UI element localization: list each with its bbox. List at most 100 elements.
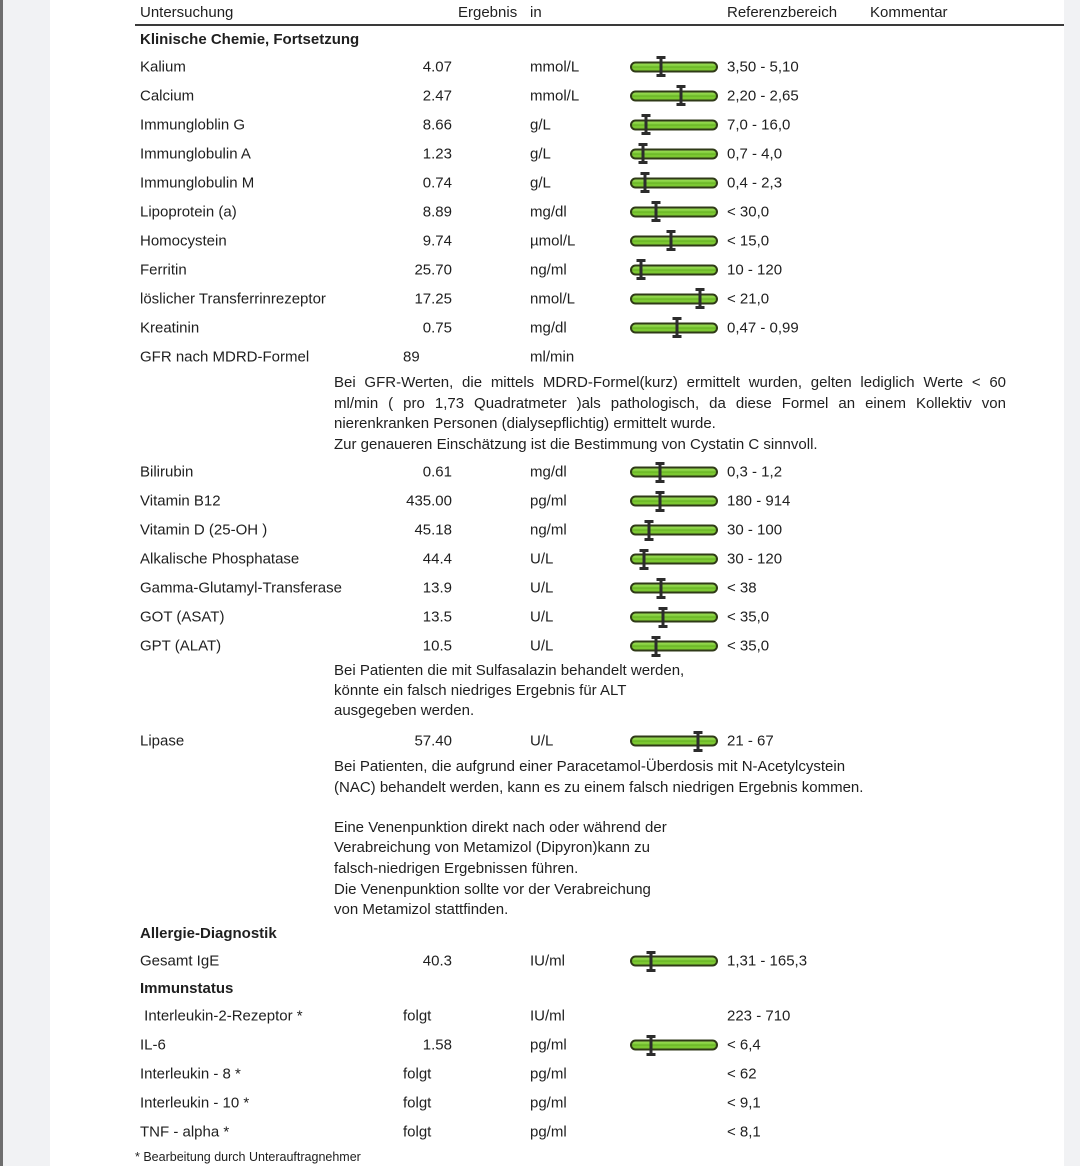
result-value: 45.18 [414, 521, 452, 539]
note-line: von Metamizol stattfinden. [334, 901, 509, 919]
test-name: Interleukin - 8 * [140, 1065, 241, 1083]
test-name: Alkalische Phosphatase [140, 550, 300, 568]
range-bar-pill [630, 582, 718, 594]
value-position-marker-icon [693, 730, 703, 752]
column-header-in: in [530, 4, 542, 21]
value-position-marker-icon [640, 172, 650, 193]
test-name: Immunglobulin M [140, 174, 255, 191]
test-name: GOT (ASAT) [140, 608, 225, 626]
note-line: Eine Venenpunktion direkt nach oder währ… [334, 818, 667, 836]
result-row: TNF - alpha * folgt pg/ml < 8,1 [140, 1118, 1064, 1147]
result-value: 13.9 [422, 579, 452, 597]
reference-range-bar [630, 635, 718, 657]
reference-range-bar [630, 730, 718, 752]
column-header-ergebnis: Ergebnis [458, 4, 518, 21]
test-name: Interleukin - 10 * [140, 1094, 250, 1112]
test-name: Homocystein [140, 232, 227, 249]
result-value: 2.47 [422, 87, 452, 104]
test-name: IL-6 [140, 1036, 166, 1054]
result-row: Lipoprotein (a) 8.89 mg/dl < 30,0 [140, 197, 1064, 226]
range-bar-pill [630, 553, 718, 565]
result-row: Immungloblin G 8.66 g/L 7,0 - 16,0 [140, 110, 1064, 139]
range-bar-pill [630, 148, 718, 159]
test-name: Lipoprotein (a) [140, 203, 237, 220]
reference-range: < 35,0 [727, 637, 770, 655]
result-row: Gesamt IgE 40.3 IU/ml 1,31 - 165,3 [140, 947, 1064, 976]
reference-range-bar [630, 114, 718, 135]
reference-range: 2,20 - 2,65 [727, 87, 799, 104]
result-row: GOT (ASAT) 13.5 U/L < 35,0 [140, 603, 1064, 632]
range-bar-pill [630, 264, 718, 275]
page-right-margin [1064, 0, 1080, 1166]
reference-range-bar [630, 172, 718, 193]
reference-range-bar [630, 950, 718, 972]
range-bar-pill [630, 206, 718, 217]
note-line: Zur genaueren Einschätzung ist die Besti… [334, 436, 818, 454]
range-bar-pill [630, 61, 718, 72]
test-name: Lipase [140, 732, 185, 750]
value-position-marker-icon [638, 143, 648, 164]
note-line: ml/min ( pro 1,73 Quadratmeter )als path… [334, 394, 1006, 412]
result-value: 1.58 [422, 1036, 452, 1054]
result-unit: U/L [530, 550, 554, 568]
reference-range-bar [630, 56, 718, 77]
result-unit: g/L [530, 116, 551, 133]
range-bar-pill [630, 735, 718, 747]
reference-range: < 6,4 [727, 1036, 761, 1054]
result-value: 13.5 [422, 608, 452, 626]
reference-range: 10 - 120 [727, 261, 783, 278]
reference-range: < 9,1 [727, 1094, 761, 1112]
range-bar-pill [630, 293, 718, 304]
result-value: 8.66 [422, 116, 452, 133]
result-value: 4.07 [422, 58, 452, 75]
range-bar-pill [630, 640, 718, 652]
result-row: Immunglobulin M 0.74 g/L 0,4 - 2,3 [140, 168, 1064, 197]
result-unit: mg/dl [530, 463, 567, 481]
value-position-marker-icon [639, 548, 649, 570]
result-unit: pg/ml [530, 1065, 567, 1083]
result-unit: mmol/L [530, 87, 580, 104]
test-name: Immunglobulin A [140, 145, 251, 162]
test-name: Vitamin D (25-OH ) [140, 521, 268, 539]
result-value: 57.40 [414, 732, 452, 750]
value-position-marker-icon [655, 461, 665, 483]
range-bar-pill [630, 90, 718, 101]
reference-range: 3,50 - 5,10 [727, 58, 799, 75]
result-value: 8.89 [422, 203, 452, 220]
note-line: nierenkranken Personen (dialysepflichtig… [334, 415, 716, 433]
result-row: Homocystein 9.74 µmol/L < 15,0 [140, 226, 1064, 255]
reference-range-bar [630, 230, 718, 251]
column-header-kommentar: Kommentar [870, 4, 948, 21]
reference-range-bar [630, 85, 718, 106]
result-row: GPT (ALAT) 10.5 U/L < 35,0 [140, 632, 1064, 661]
result-unit: µmol/L [530, 232, 576, 249]
value-position-marker-icon [656, 577, 666, 599]
range-bar-pill [630, 524, 718, 536]
header-divider-line [135, 24, 1064, 26]
result-value: folgt [403, 1123, 432, 1141]
result-unit: U/L [530, 579, 554, 597]
reference-range: < 62 [727, 1065, 757, 1083]
reference-range-bar [630, 490, 718, 512]
reference-range: 30 - 120 [727, 550, 783, 568]
reference-range: 21 - 67 [727, 732, 774, 750]
reference-range: 0,7 - 4,0 [727, 145, 783, 162]
reference-range-bar [630, 143, 718, 164]
test-name: GPT (ALAT) [140, 637, 222, 655]
test-name: Interleukin-2-Rezeptor * [140, 1007, 303, 1025]
value-position-marker-icon [651, 635, 661, 657]
section-heading-label: Allergie-Diagnostik [140, 925, 277, 943]
reference-range-bar [630, 201, 718, 222]
result-unit: U/L [530, 608, 554, 626]
value-position-marker-icon [656, 56, 666, 77]
result-value: 25.70 [414, 261, 452, 278]
range-bar-pill [630, 955, 718, 967]
note-line: Die Venenpunktion sollte vor der Verabre… [334, 880, 651, 898]
reference-range-bar [630, 577, 718, 599]
report-body: Klinische Chemie, Fortsetzung Kalium 4.07 m… [140, 26, 1064, 1147]
test-name: TNF - alpha * [140, 1123, 230, 1141]
result-value: 10.5 [422, 637, 452, 655]
test-name: Kalium [140, 58, 186, 75]
test-name: Ferritin [140, 261, 187, 278]
